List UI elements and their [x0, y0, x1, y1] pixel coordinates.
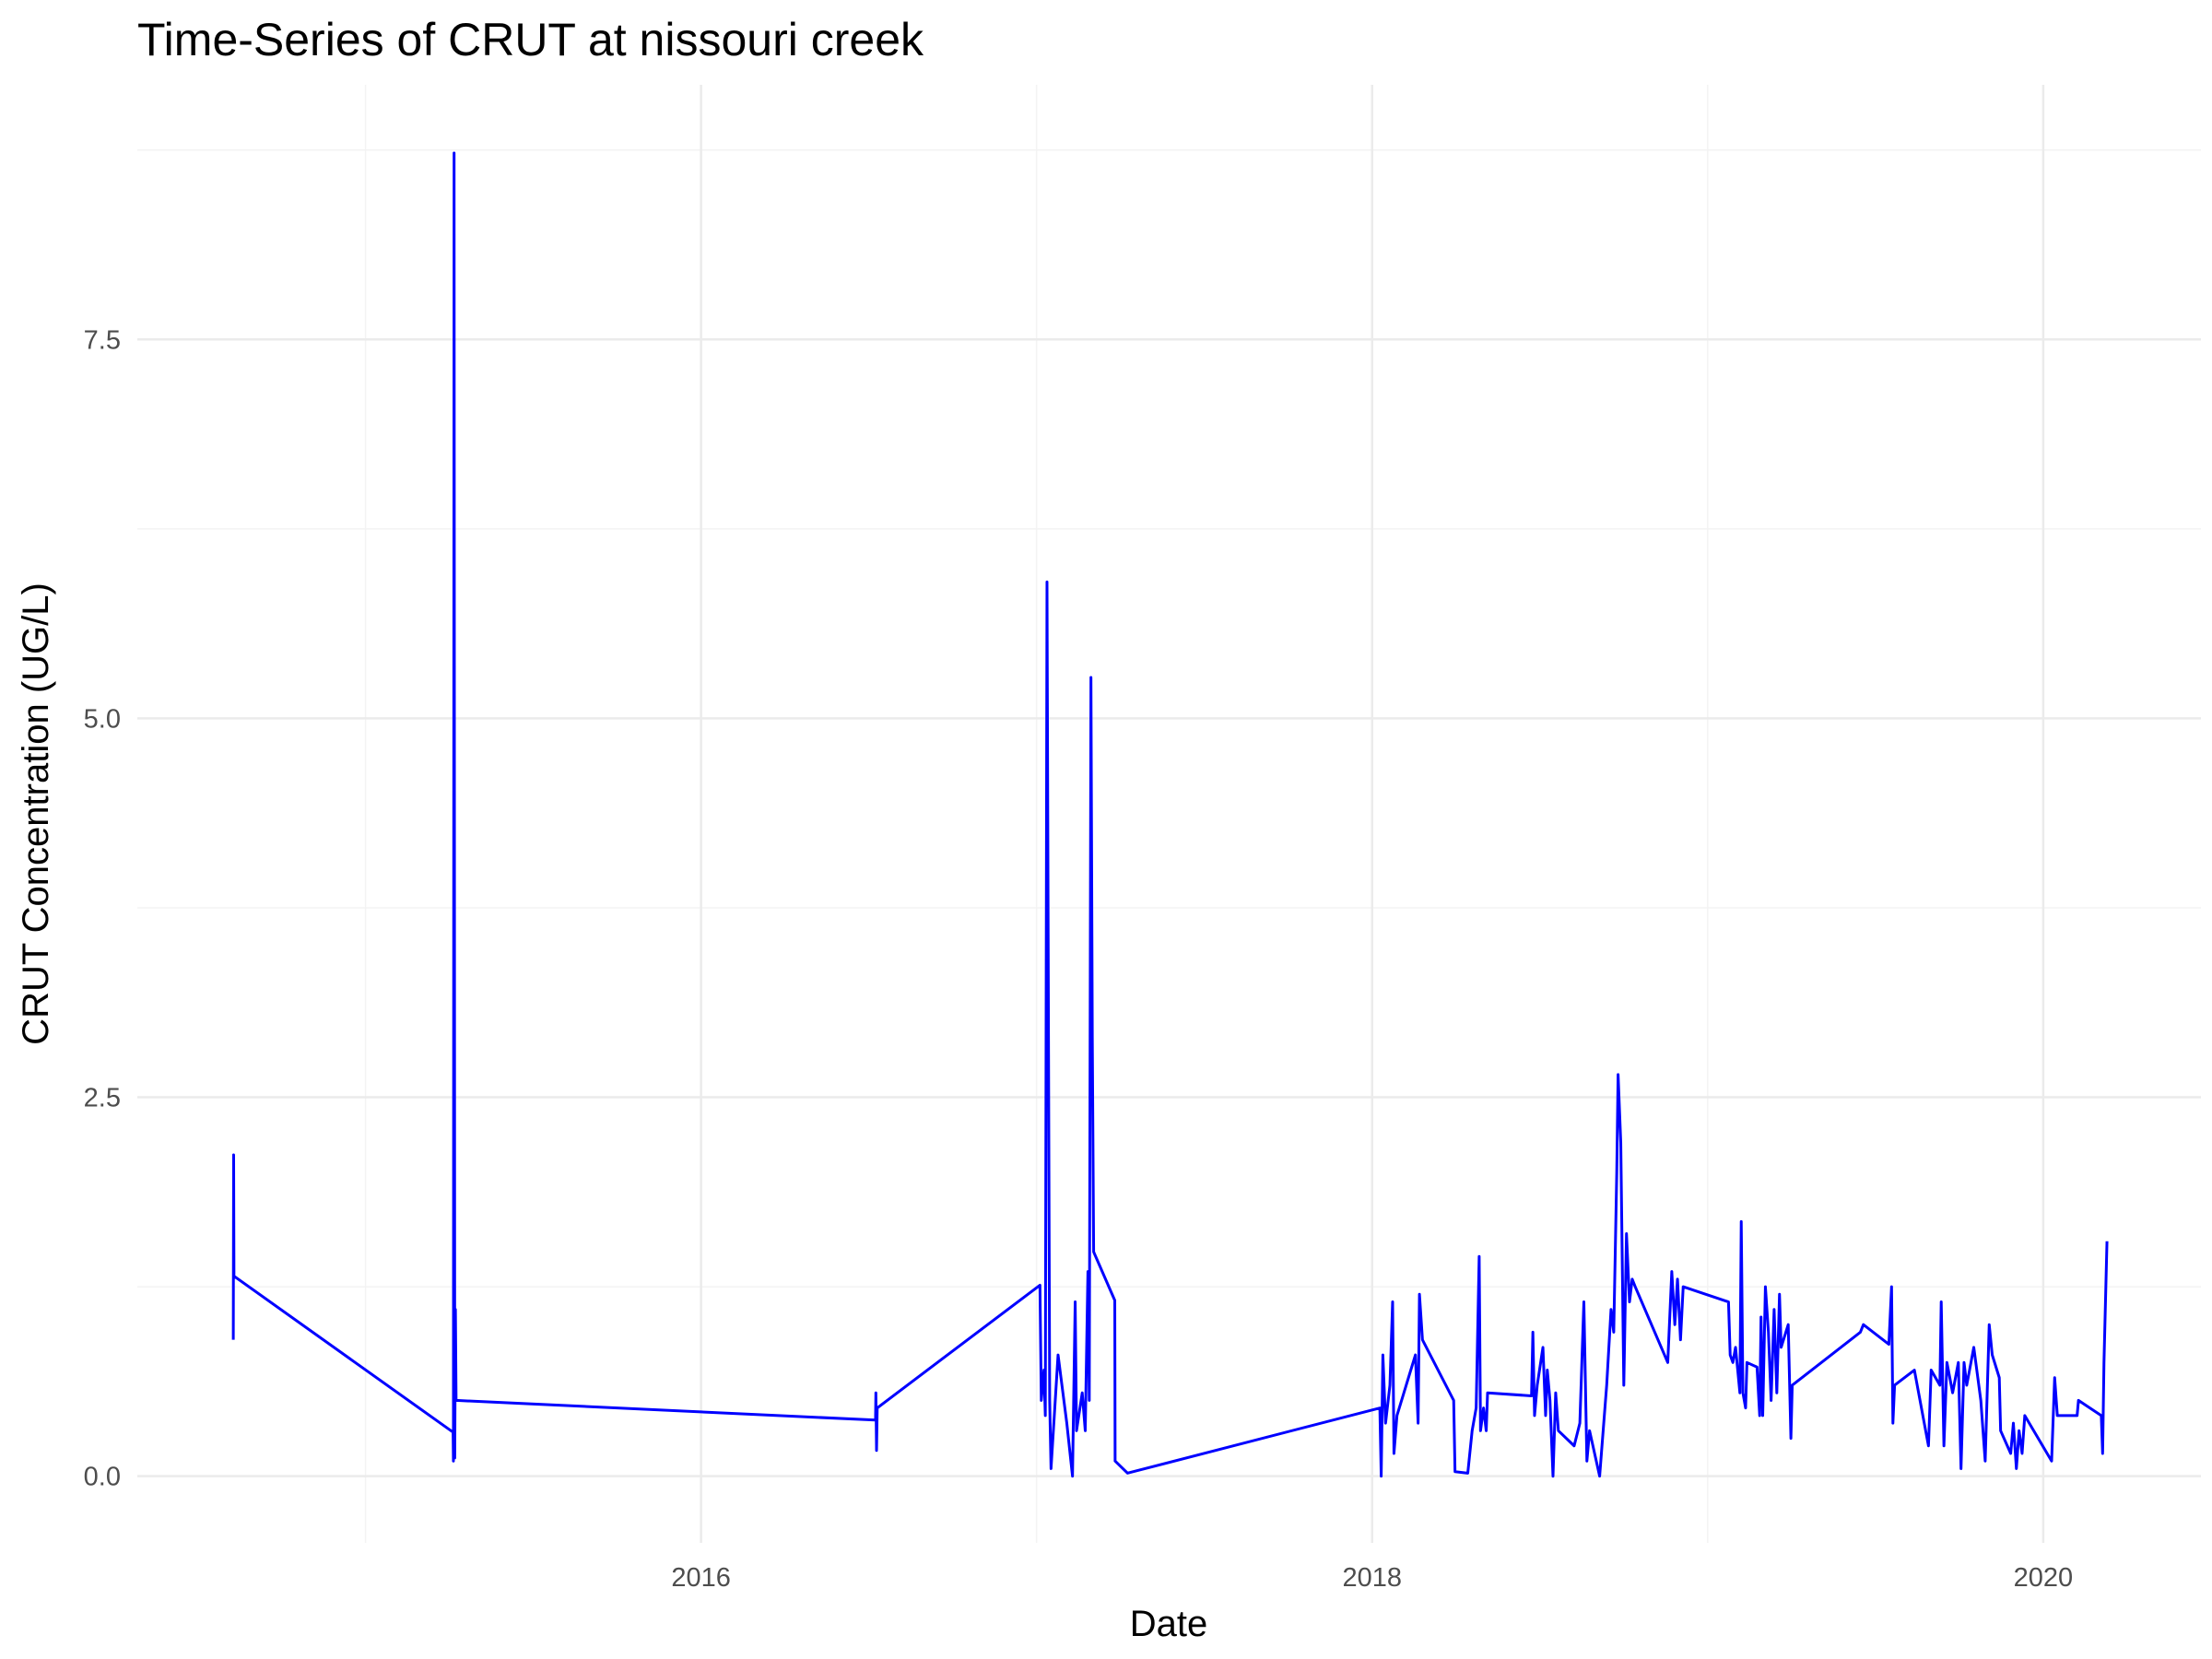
y-tick-label: 7.5 — [84, 325, 121, 355]
data-line — [231, 151, 2109, 1478]
x-tick-label: 2016 — [671, 1563, 731, 1593]
chart-title: Time-Series of CRUT at nissouri creek — [137, 14, 924, 65]
y-axis-title: CRUT Concentration (UG/L) — [16, 582, 56, 1045]
grid — [137, 85, 2201, 1543]
x-tick-label: 2018 — [1343, 1563, 1403, 1593]
y-tick-label: 0.0 — [84, 1463, 121, 1492]
x-tick-label: 2020 — [2014, 1563, 2074, 1593]
y-tick-label: 2.5 — [84, 1084, 121, 1113]
plot-area — [231, 151, 2109, 1478]
y-tick-label: 5.0 — [84, 704, 121, 734]
x-axis-title: Date — [1130, 1604, 1208, 1644]
